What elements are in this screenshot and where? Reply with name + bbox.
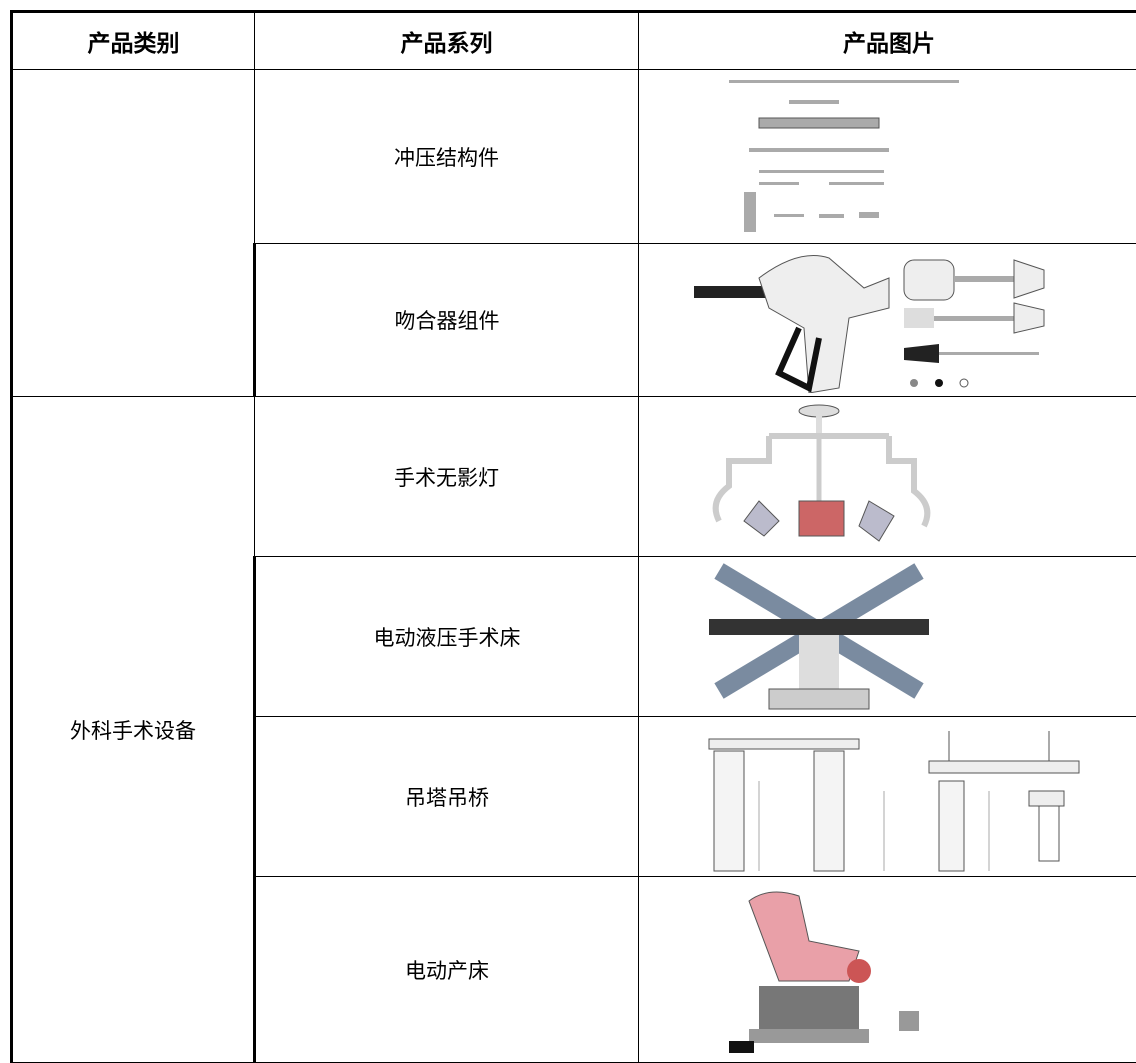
series-cell: 电动液压手术床 <box>255 557 639 717</box>
series-cell: 手术无影灯 <box>255 397 639 557</box>
header-cell: 产品类别 <box>12 12 255 70</box>
header-cell: 产品图片 <box>639 12 1136 70</box>
product-table: 产品类别 产品系列 产品图片 冲压结构件吻合器组件外科手术设备手术无影灯电动液压… <box>10 10 1136 1063</box>
category-cell <box>12 70 255 397</box>
image-cell <box>639 70 1136 244</box>
image-cell <box>639 557 1136 717</box>
image-cell <box>639 244 1136 397</box>
product-image <box>689 74 1089 240</box>
table-row: 外科手术设备手术无影灯 <box>12 397 1136 557</box>
series-cell: 吊塔吊桥 <box>255 717 639 877</box>
product-image <box>689 401 1089 553</box>
product-image <box>689 721 1089 873</box>
header-cell: 产品系列 <box>255 12 639 70</box>
series-cell: 冲压结构件 <box>255 70 639 244</box>
product-image <box>689 248 1089 393</box>
header-row: 产品类别 产品系列 产品图片 <box>12 12 1136 70</box>
image-cell <box>639 717 1136 877</box>
table-body: 产品类别 产品系列 产品图片 冲压结构件吻合器组件外科手术设备手术无影灯电动液压… <box>12 12 1136 1063</box>
category-cell: 外科手术设备 <box>12 397 255 1063</box>
series-cell: 吻合器组件 <box>255 244 639 397</box>
product-image <box>689 881 1089 1059</box>
series-cell: 电动产床 <box>255 877 639 1063</box>
image-cell <box>639 877 1136 1063</box>
table-row: 冲压结构件 <box>12 70 1136 244</box>
image-cell <box>639 397 1136 557</box>
product-image <box>689 561 1089 713</box>
